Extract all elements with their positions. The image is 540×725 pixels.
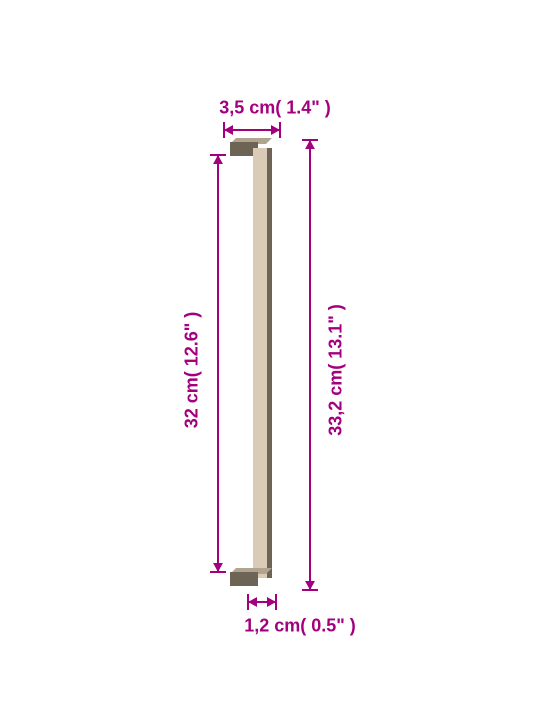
- dimension-label-top-width: 3,5 cm( 1.4" ): [219, 98, 331, 119]
- diagram-stage: 3,5 cm( 1.4" ) 32 cm( 12.6" ) 33,2 cm( 1…: [0, 0, 540, 720]
- dimension-label-bottom-width: 1,2 cm( 0.5" ): [244, 616, 356, 637]
- dimension-label-left-height: 32 cm( 12.6" ): [182, 312, 203, 429]
- dimension-label-right-height: 33,2 cm( 13.1" ): [326, 304, 347, 436]
